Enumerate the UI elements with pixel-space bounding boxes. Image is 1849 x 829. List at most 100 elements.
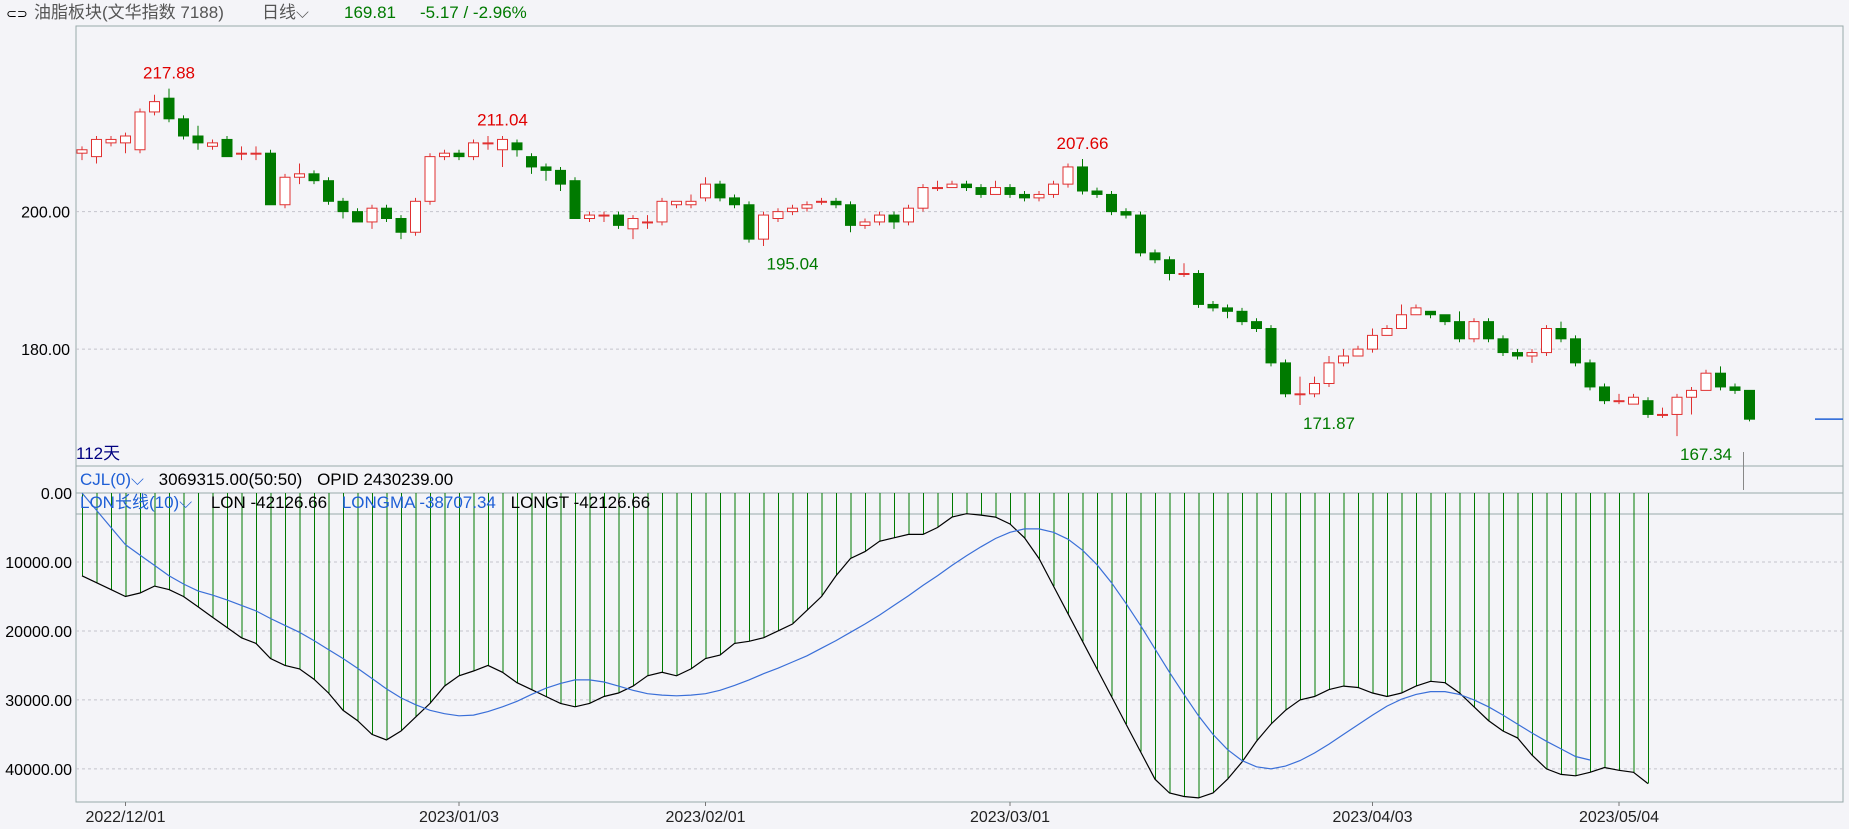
candle[interactable] xyxy=(845,201,856,233)
candle[interactable] xyxy=(1294,376,1306,406)
candle[interactable] xyxy=(105,136,117,147)
candle[interactable] xyxy=(990,180,1001,195)
candle[interactable] xyxy=(1062,163,1074,188)
candle[interactable] xyxy=(366,204,378,229)
candle[interactable] xyxy=(1541,325,1552,356)
candle[interactable] xyxy=(1367,328,1378,353)
candle[interactable] xyxy=(192,125,204,150)
candle[interactable] xyxy=(1584,359,1596,391)
candle[interactable] xyxy=(207,139,218,150)
candle[interactable] xyxy=(671,200,682,209)
candle[interactable] xyxy=(888,211,900,229)
candle[interactable] xyxy=(1164,256,1175,281)
candle[interactable] xyxy=(1323,356,1335,387)
candle[interactable] xyxy=(729,194,740,209)
candle[interactable] xyxy=(1178,263,1190,277)
candle[interactable] xyxy=(772,208,784,222)
candle[interactable] xyxy=(874,211,885,226)
candle[interactable] xyxy=(134,108,146,154)
candle[interactable] xyxy=(758,211,769,246)
candle[interactable] xyxy=(1120,208,1132,219)
candlestick-series[interactable] xyxy=(76,88,1843,490)
candle[interactable] xyxy=(120,132,131,154)
candle[interactable] xyxy=(540,163,552,181)
candle[interactable] xyxy=(1439,314,1451,326)
candle[interactable] xyxy=(903,204,914,226)
candle[interactable] xyxy=(555,166,566,191)
candle[interactable] xyxy=(1106,191,1117,216)
candle[interactable] xyxy=(1033,191,1045,202)
candle[interactable] xyxy=(381,204,392,222)
candle[interactable] xyxy=(1613,393,1625,405)
candle[interactable] xyxy=(584,211,595,222)
candle[interactable] xyxy=(656,197,668,226)
candle[interactable] xyxy=(1004,184,1016,198)
candle[interactable] xyxy=(1207,301,1219,312)
candle[interactable] xyxy=(1599,383,1610,405)
cjl-indicator-selector[interactable]: CJL(0)⌵ xyxy=(80,470,144,489)
candle[interactable] xyxy=(337,197,349,219)
candle[interactable] xyxy=(1309,376,1320,398)
period-selector[interactable]: 日线⌵ xyxy=(262,0,309,26)
candle[interactable] xyxy=(1091,187,1103,198)
candle[interactable] xyxy=(1628,393,1639,405)
candle[interactable] xyxy=(1135,211,1146,257)
candle[interactable] xyxy=(250,146,262,161)
candle[interactable] xyxy=(1410,304,1422,316)
candle[interactable] xyxy=(932,180,943,191)
candle[interactable] xyxy=(1686,386,1697,415)
candle[interactable] xyxy=(1280,359,1291,398)
candle[interactable] xyxy=(1497,335,1509,356)
candle[interactable] xyxy=(700,177,711,202)
candle[interactable] xyxy=(294,163,305,185)
candle[interactable] xyxy=(1019,191,1030,202)
candle[interactable] xyxy=(801,201,813,212)
candle[interactable] xyxy=(1396,304,1407,329)
candle[interactable] xyxy=(1222,304,1233,319)
candle[interactable] xyxy=(453,149,465,161)
candle[interactable] xyxy=(279,173,291,209)
candle[interactable] xyxy=(511,139,523,157)
candle[interactable] xyxy=(221,136,233,158)
candle[interactable] xyxy=(482,136,494,150)
candle[interactable] xyxy=(178,115,189,140)
candle[interactable] xyxy=(1642,397,1654,418)
candle[interactable] xyxy=(1352,345,1364,357)
candle[interactable] xyxy=(1468,318,1480,343)
candle[interactable] xyxy=(1512,349,1523,360)
link-icon[interactable]: ⊂⊃ xyxy=(6,6,28,21)
lon-line[interactable] xyxy=(81,513,1649,799)
candle[interactable] xyxy=(308,170,320,185)
candle[interactable] xyxy=(961,180,972,191)
candle[interactable] xyxy=(1338,349,1349,367)
candle[interactable] xyxy=(410,197,421,236)
candle[interactable] xyxy=(685,194,697,209)
candle[interactable] xyxy=(1454,311,1465,343)
candle[interactable] xyxy=(1744,389,1755,422)
lon-lines[interactable] xyxy=(81,492,1649,799)
candle[interactable] xyxy=(1381,325,1393,336)
candle[interactable] xyxy=(1251,318,1262,332)
candle[interactable] xyxy=(830,197,842,209)
candle[interactable] xyxy=(1425,310,1436,319)
candle[interactable] xyxy=(395,215,407,240)
candle[interactable] xyxy=(787,204,798,216)
candle[interactable] xyxy=(1657,407,1668,418)
candle[interactable] xyxy=(743,201,755,243)
candle[interactable] xyxy=(76,146,88,161)
longma-line[interactable] xyxy=(81,492,1591,770)
candle[interactable] xyxy=(1149,249,1161,264)
candle[interactable] xyxy=(598,211,610,222)
candle[interactable] xyxy=(1700,369,1712,391)
candle[interactable] xyxy=(1526,349,1538,363)
candle[interactable] xyxy=(149,94,160,116)
candle[interactable] xyxy=(265,149,276,206)
candle[interactable] xyxy=(1193,270,1204,308)
candle[interactable] xyxy=(1077,158,1088,195)
candle[interactable] xyxy=(497,136,508,167)
candle[interactable] xyxy=(1729,383,1741,394)
candle[interactable] xyxy=(917,184,929,212)
candle[interactable] xyxy=(1555,321,1567,343)
candle[interactable] xyxy=(627,215,639,240)
candle[interactable] xyxy=(816,197,827,205)
